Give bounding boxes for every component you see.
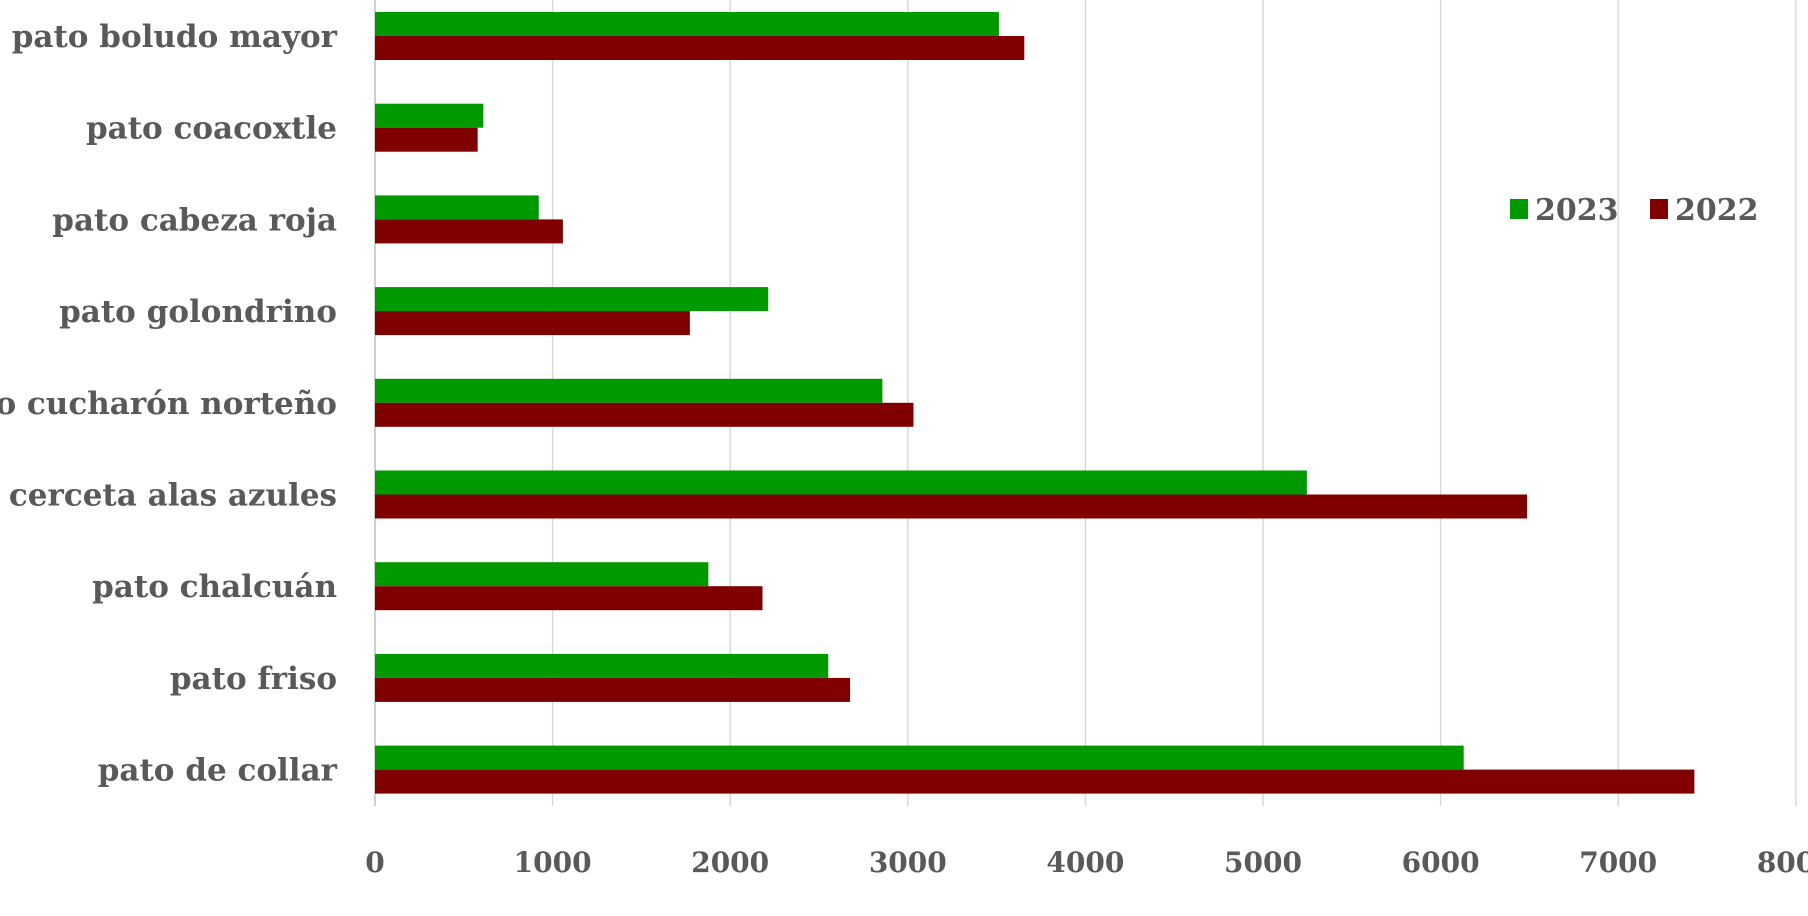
bar-2022 <box>375 311 690 336</box>
category-label: pato friso <box>170 661 337 697</box>
bar-2023 <box>375 562 709 587</box>
category-label: cerceta alas azules <box>9 478 337 514</box>
bar-2023 <box>375 195 539 220</box>
bar-2023 <box>375 470 1307 495</box>
category-label: pato de collar <box>98 753 338 789</box>
x-tick-label: 2000 <box>691 846 769 879</box>
category-label: pato golondrino <box>59 294 337 330</box>
x-tick-label: 7000 <box>1579 846 1657 879</box>
bar-2022 <box>375 127 478 152</box>
bar-2023 <box>375 12 999 36</box>
x-tick-label: 6000 <box>1402 846 1480 879</box>
bar-2023 <box>375 745 1464 770</box>
bar-2022 <box>375 494 1528 519</box>
legend-label: 2023 <box>1535 193 1619 228</box>
bar-2022 <box>375 36 1025 60</box>
category-label: pato boludo mayor <box>12 19 338 55</box>
bar-2023 <box>375 103 484 128</box>
legend-label: 2022 <box>1675 193 1759 228</box>
bar-2022 <box>375 586 763 611</box>
x-tick-label: 4000 <box>1046 846 1124 879</box>
x-tick-label: 3000 <box>869 846 947 879</box>
legend-swatch-2023 <box>1510 199 1528 219</box>
x-tick-label: 5000 <box>1224 846 1302 879</box>
category-label: pato cucharón norteño <box>0 386 337 422</box>
x-tick-label: 0 <box>365 846 384 879</box>
category-label: pato coacoxtle <box>86 111 337 147</box>
bar-2022 <box>375 402 914 427</box>
bar-2023 <box>375 287 769 312</box>
x-tick-label: 8000 <box>1757 846 1808 879</box>
bar-2022 <box>375 769 1695 794</box>
bar-2022 <box>375 677 851 702</box>
bar-2022 <box>375 219 563 244</box>
category-label: pato chalcuán <box>92 569 337 605</box>
bar-2023 <box>375 653 829 678</box>
x-tick-label: 1000 <box>514 846 592 879</box>
bar-2023 <box>375 378 883 403</box>
legend-swatch-2022 <box>1650 199 1668 219</box>
category-label: pato cabeza roja <box>52 202 337 238</box>
